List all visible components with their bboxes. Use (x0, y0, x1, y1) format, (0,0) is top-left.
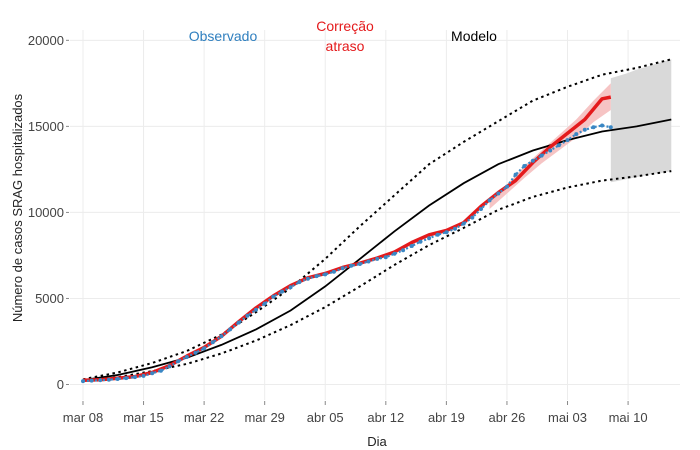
observed-point (565, 138, 570, 143)
observed-point (556, 143, 561, 148)
y-tick-label: 15000 (28, 119, 64, 134)
y-tick-label: 5000 (35, 291, 64, 306)
correction-line (82, 95, 612, 382)
x-tick-label: abr 19 (428, 410, 465, 425)
y-axis-title: Número de casos SRAG hospitalizados (10, 93, 25, 322)
legend: Observado Correção atraso Modelo (189, 18, 497, 54)
observed-point (254, 307, 258, 312)
observed-point (357, 262, 362, 266)
observed-point (608, 125, 613, 130)
observed-point (132, 375, 137, 380)
observed-point (245, 313, 250, 318)
observed-point (453, 226, 457, 231)
observed-point (331, 269, 336, 274)
observed-point (349, 263, 354, 268)
observed-point (89, 378, 94, 383)
observed-point (106, 377, 111, 382)
observed-point (305, 276, 310, 281)
y-tick-label: 20000 (28, 33, 64, 48)
observed-point (158, 368, 163, 373)
observed-point (409, 244, 414, 248)
observed-point (297, 280, 302, 285)
legend-item: Modelo (451, 28, 497, 44)
observed-point (539, 153, 544, 158)
observed-point (591, 125, 596, 130)
observed-point (505, 184, 509, 189)
observed-point (548, 148, 553, 153)
observed-point (141, 373, 146, 378)
observed-point (530, 158, 535, 163)
observed-point (210, 340, 215, 345)
observed-point (193, 350, 198, 355)
model-line (82, 118, 672, 382)
grid (70, 30, 680, 400)
model-lower-line (82, 170, 672, 383)
y-tick-label: 0 (57, 377, 64, 392)
observed-point (401, 248, 406, 253)
observed-point (574, 132, 579, 137)
x-tick-label: mai 03 (548, 410, 587, 425)
observed-point (323, 272, 328, 277)
observed-point (288, 285, 293, 290)
series-lines (82, 58, 672, 383)
observed-point (280, 289, 284, 294)
model-upper-line (82, 58, 672, 381)
observed-point (262, 301, 267, 306)
observed-point (470, 215, 475, 220)
observed-point (184, 355, 189, 359)
observed-point (236, 320, 241, 325)
observed-point (444, 230, 449, 235)
x-tick-label: mar 29 (244, 410, 284, 425)
observed-point (479, 207, 483, 211)
observed-point (435, 232, 440, 237)
observed-point (202, 346, 207, 351)
observed-point (582, 127, 587, 132)
observed-point (600, 123, 605, 128)
observed-point (98, 378, 103, 383)
x-tick-label: abr 12 (367, 410, 404, 425)
observed-point (150, 371, 155, 376)
observed-point (392, 251, 397, 256)
observed-point (375, 256, 380, 261)
observed-point (487, 198, 492, 203)
observed-point (418, 239, 423, 244)
x-tick-label: mai 10 (609, 410, 648, 425)
x-tick-label: mar 08 (63, 410, 103, 425)
observed-point (383, 255, 388, 260)
axis-ticks: 0 5000 10000 15000 20000 mar 08 mar 15 mar 22 ma… (28, 33, 648, 425)
x-tick-label: abr 05 (307, 410, 344, 425)
observed-point (496, 191, 501, 196)
observed-point (81, 379, 85, 384)
observed-point (219, 334, 224, 339)
observed-point (461, 221, 466, 226)
observed-point (522, 164, 527, 168)
legend-item: Observado (189, 28, 258, 44)
observed-point (176, 359, 181, 364)
observed-point (228, 327, 233, 332)
legend-item: Correção atraso (316, 18, 374, 54)
x-axis-title: Dia (367, 434, 387, 449)
observed-point (115, 377, 120, 381)
x-tick-label: abr 26 (489, 410, 526, 425)
observed-point (340, 266, 345, 271)
observed-point (513, 172, 518, 177)
x-tick-label: mar 22 (184, 410, 224, 425)
observed-point (314, 274, 319, 279)
observed-point (427, 236, 432, 241)
observed-point (366, 259, 371, 264)
observed-line (82, 124, 612, 383)
forecast-band (610, 59, 672, 183)
observed-point (124, 376, 129, 381)
observed-point (271, 294, 276, 299)
y-tick-label: 10000 (28, 205, 64, 220)
observed-points (81, 123, 613, 384)
x-tick-label: mar 15 (123, 410, 163, 425)
observed-point (167, 364, 172, 369)
